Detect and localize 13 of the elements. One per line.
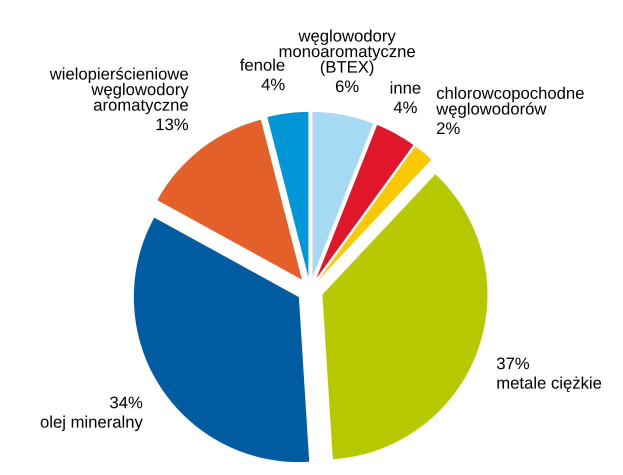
data-label: 6% (336, 80, 359, 92)
data-label: 34% (110, 396, 142, 408)
data-label: 2% (437, 122, 460, 134)
slice-label: olej mineralny (40, 416, 143, 432)
slice-label: wielopierścieniowe węglowodory aromatyczne (50, 67, 189, 114)
slice-label: metale ciężkie (497, 376, 602, 392)
data-label: 4% (261, 78, 285, 90)
data-label: 13% (156, 118, 188, 130)
data-label: 37% (496, 358, 530, 370)
slice-label: fenole (240, 58, 284, 71)
slice-label: inne (390, 82, 420, 94)
data-label: 4% (394, 101, 417, 114)
slice-label: chlorowcopochodne węglowodorów (436, 86, 584, 118)
